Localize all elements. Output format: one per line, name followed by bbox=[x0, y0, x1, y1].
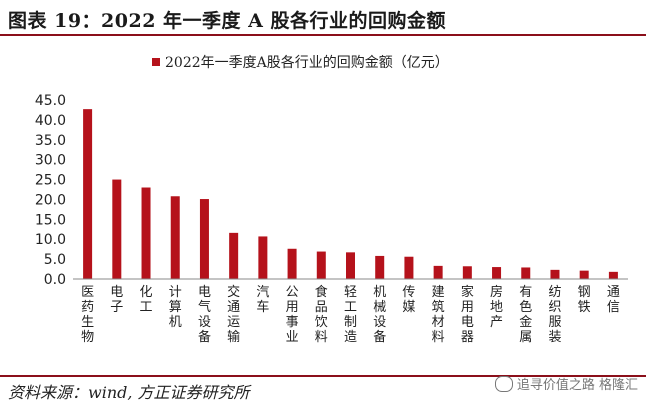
bar bbox=[170, 196, 180, 279]
x-tick-label: 交通运输 bbox=[227, 284, 240, 345]
x-tick-label: 房地产 bbox=[490, 284, 503, 330]
bar bbox=[462, 266, 472, 279]
bar bbox=[258, 236, 268, 279]
source-note: 资料来源：wind, 方正证券研究所 bbox=[8, 383, 250, 402]
x-tick-label: 计算机 bbox=[169, 285, 182, 330]
x-tick-label: 食品饮料 bbox=[315, 284, 328, 345]
y-tick-label: 15.0 bbox=[35, 212, 66, 228]
y-tick-label: 40.0 bbox=[35, 113, 66, 129]
x-tick-label: 机械设备 bbox=[373, 285, 386, 345]
x-tick-label: 家用电器 bbox=[461, 284, 474, 345]
y-tick-label: 5.0 bbox=[44, 252, 66, 268]
x-tick-label: 建筑材料 bbox=[432, 285, 445, 345]
x-tick-label: 通信 bbox=[607, 285, 620, 315]
x-tick-label: 传媒 bbox=[402, 285, 415, 315]
x-tick-label: 纺织服装 bbox=[548, 285, 561, 345]
bar bbox=[521, 267, 531, 279]
y-tick-label: 20.0 bbox=[35, 192, 66, 208]
x-tick-label: 公用事业 bbox=[286, 285, 299, 345]
bar bbox=[375, 255, 385, 279]
bar bbox=[579, 270, 589, 279]
x-tick-label: 电气设备 bbox=[198, 285, 211, 345]
bar bbox=[83, 109, 93, 279]
bottom-rule bbox=[0, 375, 646, 377]
chart-title: 图表 19：2022 年一季度 A 股各行业的回购金额 bbox=[8, 10, 447, 32]
bar bbox=[404, 256, 414, 279]
x-tick-label: 轻工制造 bbox=[344, 285, 357, 345]
y-tick-label: 10.0 bbox=[35, 232, 66, 248]
bar bbox=[346, 252, 355, 279]
bar bbox=[229, 232, 239, 279]
bar bbox=[287, 248, 297, 279]
y-tick-label: 0.0 bbox=[44, 272, 66, 288]
top-rule bbox=[0, 34, 646, 36]
wechat-icon bbox=[494, 375, 513, 392]
watermark-text: 追寻价值之路 格隆汇 bbox=[516, 378, 638, 393]
x-tick-label: 化工 bbox=[140, 285, 153, 315]
y-tick-label: 25.0 bbox=[35, 173, 66, 189]
x-tick-label: 钢铁 bbox=[578, 285, 591, 315]
bar bbox=[112, 179, 122, 279]
y-tick-label: 30.0 bbox=[35, 153, 66, 169]
y-tick-label: 45.0 bbox=[35, 93, 66, 109]
bar bbox=[608, 271, 618, 279]
watermark: 追寻价值之路 格隆汇 bbox=[494, 374, 638, 393]
bar bbox=[141, 187, 151, 279]
legend-swatch bbox=[152, 58, 160, 66]
x-tick-label: 有色金属 bbox=[519, 285, 532, 345]
x-tick-label: 汽车 bbox=[256, 285, 269, 315]
x-tick-label: 电子 bbox=[110, 285, 123, 315]
x-tick-label: 医药生物 bbox=[81, 285, 94, 345]
legend-label: 2022年一季度A股各行业的回购金额（亿元） bbox=[165, 55, 449, 71]
bar bbox=[433, 265, 443, 279]
y-tick-label: 35.0 bbox=[35, 133, 66, 149]
bar bbox=[199, 199, 209, 279]
bar bbox=[550, 269, 560, 279]
bar bbox=[492, 267, 502, 279]
bar bbox=[316, 251, 326, 279]
